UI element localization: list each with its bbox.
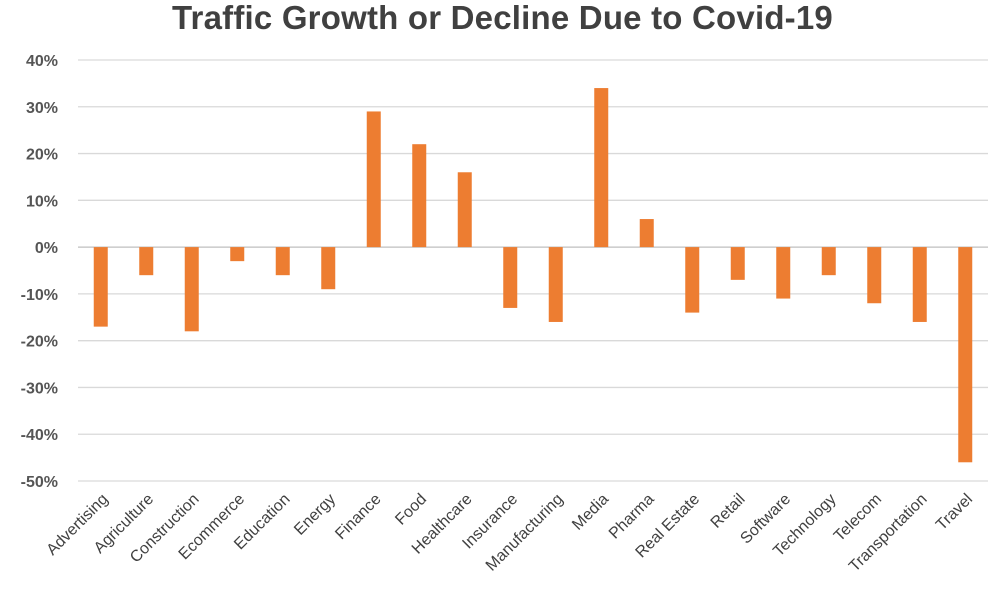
x-tick-label: Travel <box>933 491 976 534</box>
y-tick-label: -30% <box>21 380 58 397</box>
y-tick-label: 0% <box>35 240 58 257</box>
y-axis-tick-labels: 40% 30% 20% 10% 0% -10% -20% -30% -40% -50% <box>21 53 58 491</box>
bar-ecommerce <box>230 247 245 262</box>
bar-telecom <box>867 247 882 304</box>
y-tick-label: -10% <box>21 287 58 304</box>
y-tick-label: 40% <box>26 53 58 70</box>
y-tick-label: 20% <box>26 147 58 164</box>
y-tick-label: -40% <box>21 427 58 444</box>
bar-transportation <box>912 247 927 322</box>
bar-agriculture <box>139 247 154 276</box>
bar-healthcare <box>457 172 472 248</box>
y-tick-label: -20% <box>21 334 58 351</box>
bar-manufacturing <box>548 247 563 322</box>
bar-technology <box>821 247 836 276</box>
bar-energy <box>321 247 336 290</box>
y-tick-label: -50% <box>21 474 58 491</box>
bar-pharma <box>639 219 654 248</box>
chart-title: Traffic Growth or Decline Due to Covid-1… <box>172 0 833 36</box>
y-tick-label: 30% <box>26 100 58 117</box>
x-tick-label: Media <box>569 491 612 534</box>
bar-finance <box>366 111 381 248</box>
bar-construction <box>184 247 199 332</box>
bars <box>93 88 973 463</box>
x-tick-label: Transportation <box>846 491 931 576</box>
x-tick-label: Food <box>392 491 430 529</box>
gridlines <box>78 59 988 482</box>
bar-food <box>412 144 427 248</box>
x-tick-label: Finance <box>332 491 384 543</box>
bar-real-estate <box>685 247 700 313</box>
y-tick-label: 10% <box>26 193 58 210</box>
x-axis-category-labels: AdvertisingAgricultureConstructionEcomme… <box>44 491 976 576</box>
bar-education <box>275 247 290 276</box>
bar-media <box>594 88 609 248</box>
bar-advertising <box>93 247 108 327</box>
bar-travel <box>958 247 973 463</box>
x-tick-label: Retail <box>708 491 749 532</box>
bar-insurance <box>503 247 518 308</box>
bar-retail <box>730 247 745 280</box>
bar-software <box>776 247 791 299</box>
